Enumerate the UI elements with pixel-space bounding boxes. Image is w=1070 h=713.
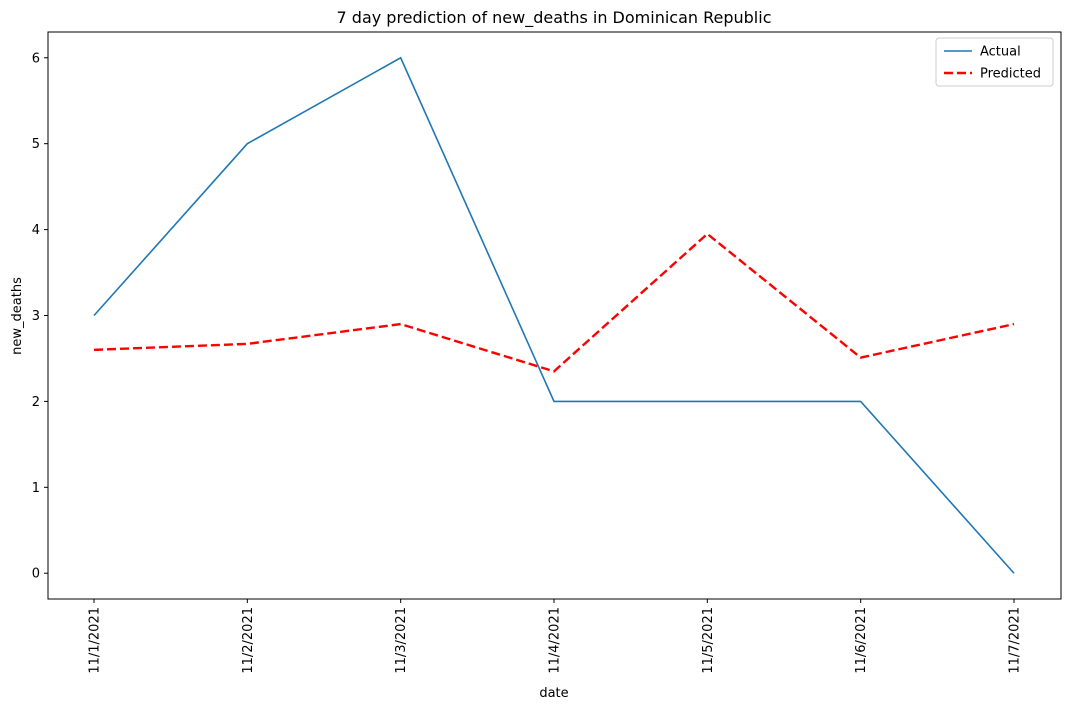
x-axis-label: date: [539, 686, 568, 701]
y-tick-label: 5: [32, 137, 40, 152]
x-tick-label: 11/6/2021: [854, 607, 869, 674]
legend: Actual Predicted: [935, 37, 1054, 87]
plot-area: [47, 31, 1062, 600]
chart-title: 7 day prediction of new_deaths in Domini…: [337, 8, 772, 28]
y-tick-label: 0: [32, 567, 40, 582]
series-layer: [93, 56, 1015, 574]
x-tick-label: 11/5/2021: [701, 607, 716, 674]
y-tick-label: 4: [32, 223, 40, 238]
x-axis-ticks: 11/1/2021 11/2/2021 11/3/2021 11/4/2021 11/5…: [88, 599, 1023, 674]
y-axis-label: new_deaths: [10, 277, 25, 355]
series-line-actual: [93, 56, 1015, 574]
y-axis-ticks: 0 1 2 3 4 5 6: [32, 51, 48, 582]
series-line-predicted: [93, 232, 1015, 373]
legend-label: Actual: [980, 45, 1021, 60]
x-tick-label: 11/3/2021: [394, 607, 409, 674]
y-tick-label: 3: [32, 309, 40, 324]
y-tick-label: 2: [32, 395, 40, 410]
x-tick-label: 11/2/2021: [241, 607, 256, 674]
y-tick-label: 1: [32, 481, 40, 496]
x-tick-label: 11/4/2021: [548, 607, 563, 674]
y-tick-label: 6: [32, 51, 40, 66]
legend-label: Predicted: [980, 67, 1041, 82]
x-tick-label: 11/1/2021: [88, 607, 103, 674]
x-tick-label: 11/7/2021: [1008, 607, 1023, 674]
